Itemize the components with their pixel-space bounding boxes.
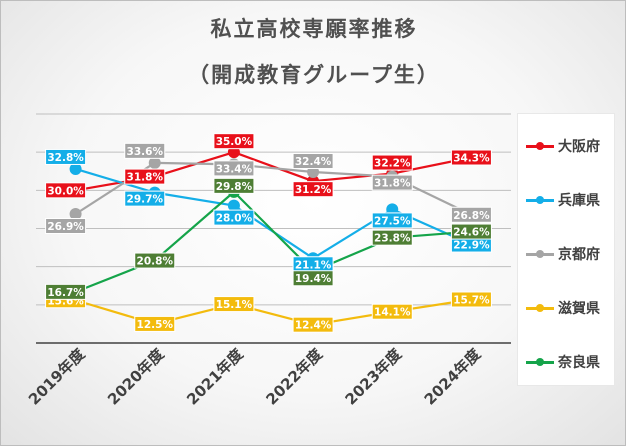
data-label: 14.1% xyxy=(374,307,411,319)
data-label-box xyxy=(213,133,255,150)
legend-item: 兵庫県 xyxy=(526,190,600,210)
legend-swatch xyxy=(526,355,554,369)
series-marker xyxy=(227,199,240,212)
data-label-box xyxy=(134,315,176,332)
data-label: 15.7% xyxy=(453,294,490,306)
legend-swatch xyxy=(526,247,554,261)
chart-title: 私立高校専願率推移 xyxy=(210,17,418,41)
data-label-box xyxy=(45,182,87,199)
legend-label: 奈良県 xyxy=(558,355,600,371)
x-tick-label: 2022年度 xyxy=(262,344,326,408)
data-label: 15.1% xyxy=(216,299,253,311)
data-label: 32.8% xyxy=(47,152,84,164)
data-label-box xyxy=(292,181,334,198)
data-label: 23.8% xyxy=(374,233,411,245)
data-label-box xyxy=(371,174,413,191)
legend-item: 大阪府 xyxy=(526,136,600,156)
data-label-box xyxy=(371,154,413,171)
x-axis-tick-labels: 2019年度 2020年度 2021年度 2022年度 2023年度 2024年度 xyxy=(25,344,485,408)
data-label-box xyxy=(450,223,492,240)
data-label-box xyxy=(371,229,413,246)
legend-item: 奈良県 xyxy=(526,352,600,372)
legend-label: 大阪府 xyxy=(558,139,600,155)
x-tick-label: 2023年度 xyxy=(342,344,406,408)
data-label-box xyxy=(292,153,334,170)
data-label-box xyxy=(124,168,166,185)
data-label-box xyxy=(124,190,166,207)
series-marker xyxy=(148,156,161,169)
legend: 大阪府兵庫県京都府滋賀県奈良県 xyxy=(517,113,615,386)
x-tick-label: 2021年度 xyxy=(183,344,247,408)
data-label: 12.5% xyxy=(137,319,174,331)
data-label: 16.7% xyxy=(47,287,84,299)
data-label: 32.2% xyxy=(374,158,411,170)
data-label-box xyxy=(450,291,492,308)
data-label-box xyxy=(134,252,176,269)
series-marker xyxy=(69,207,82,220)
data-label-box xyxy=(213,296,255,313)
legend-item: 京都府 xyxy=(526,244,600,264)
legend-label: 兵庫県 xyxy=(558,193,600,209)
x-tick-label: 2024年度 xyxy=(421,344,485,408)
data-label-box xyxy=(371,303,413,320)
data-label: 27.5% xyxy=(374,215,411,227)
legend-label: 滋賀県 xyxy=(558,301,600,317)
data-label: 31.8% xyxy=(127,172,164,184)
data-label: 35.0% xyxy=(216,136,253,148)
data-label: 19.4% xyxy=(295,273,332,285)
gridlines xyxy=(36,113,511,344)
data-label: 31.8% xyxy=(374,178,411,190)
data-label: 30.0% xyxy=(47,185,84,197)
data-label-box xyxy=(450,206,492,223)
data-label: 26.8% xyxy=(453,210,490,222)
legend-swatch xyxy=(526,139,554,153)
data-label: 12.4% xyxy=(295,320,332,332)
legend-item: 滋賀県 xyxy=(526,298,600,318)
data-label-box xyxy=(213,160,255,177)
data-label-box xyxy=(124,142,166,159)
data-label: 24.6% xyxy=(453,227,490,239)
chart-subtitle: （開成教育グループ生） xyxy=(188,63,440,87)
data-label-box xyxy=(371,212,413,229)
data-label-box xyxy=(213,209,255,226)
x-tick-label: 2019年度 xyxy=(25,344,89,408)
data-label-box xyxy=(45,217,87,234)
data-label: 32.4% xyxy=(295,156,332,168)
data-label-box xyxy=(450,149,492,166)
data-label-box xyxy=(292,270,334,287)
data-label: 34.3% xyxy=(453,153,490,165)
data-label: 22.9% xyxy=(453,240,490,252)
data-label: 33.6% xyxy=(127,146,164,158)
x-tick-label: 2020年度 xyxy=(104,344,168,408)
data-label: 26.9% xyxy=(47,221,84,233)
series-marker xyxy=(69,162,82,175)
data-label: 33.4% xyxy=(216,163,253,175)
data-label: 21.1% xyxy=(295,259,332,271)
legend-swatch xyxy=(526,301,554,315)
data-label-box xyxy=(45,283,87,300)
data-label: 20.8% xyxy=(137,256,174,268)
data-label: 28.0% xyxy=(216,213,253,225)
data-label: 29.7% xyxy=(127,194,164,206)
data-label-box xyxy=(213,177,255,194)
data-label-box xyxy=(45,148,87,165)
legend-label: 京都府 xyxy=(558,247,600,263)
data-label: 29.8% xyxy=(216,181,253,193)
data-labels: 30.0% 31.8% 35.0% 31.2% 32.2% 34.3% 32.8% 29.7%… xyxy=(45,133,492,333)
legend-swatch xyxy=(526,193,554,207)
data-label-box xyxy=(292,316,334,333)
data-label: 31.2% xyxy=(295,184,332,196)
